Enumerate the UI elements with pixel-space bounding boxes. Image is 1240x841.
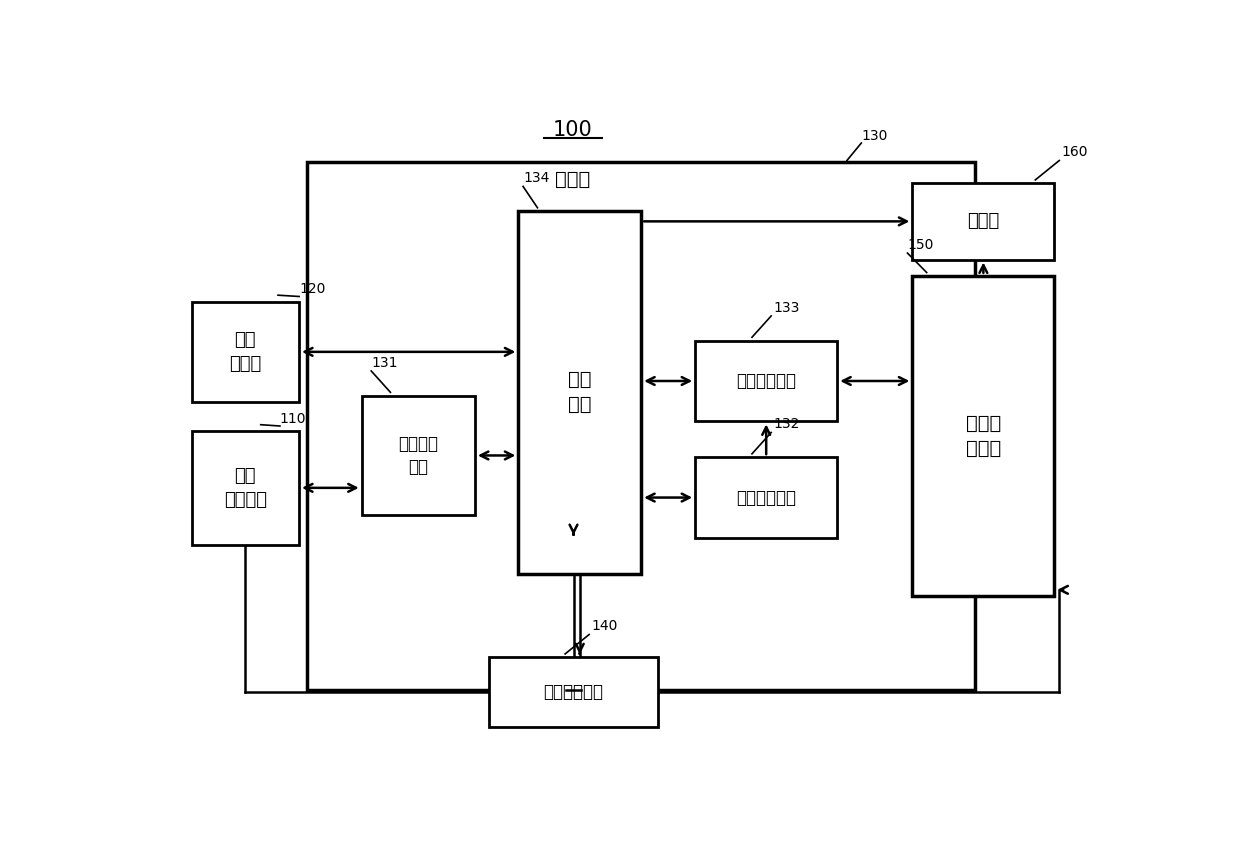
Text: 控制
模块: 控制 模块	[568, 370, 591, 415]
Bar	[518, 211, 641, 574]
Text: 160: 160	[1061, 145, 1087, 159]
Text: 电流注入
模块: 电流注入 模块	[398, 435, 438, 476]
Text: 控制器: 控制器	[556, 171, 590, 189]
Text: 132: 132	[773, 417, 800, 431]
Text: 呼吸
测量器: 呼吸 测量器	[229, 331, 262, 373]
Text: 130: 130	[862, 129, 888, 143]
Text: 肺活量计算器: 肺活量计算器	[543, 683, 604, 701]
Text: 133: 133	[773, 300, 800, 315]
Text: 131: 131	[371, 356, 398, 370]
Bar	[696, 458, 837, 538]
Text: 150: 150	[908, 238, 934, 251]
Text: 电压测量模块: 电压测量模块	[737, 489, 796, 506]
Text: 显示器: 显示器	[967, 213, 999, 230]
Text: 110: 110	[280, 412, 306, 426]
Bar	[913, 276, 1054, 596]
Bar	[362, 395, 475, 516]
Bar	[191, 302, 299, 402]
Text: 140: 140	[591, 619, 618, 633]
Bar	[306, 162, 975, 690]
Text: 120: 120	[299, 283, 326, 297]
Bar	[191, 431, 299, 544]
Text: 134: 134	[523, 171, 549, 185]
Text: 肺功能
诊断器: 肺功能 诊断器	[966, 414, 1001, 458]
Bar	[913, 183, 1054, 260]
Text: 胸部
电极元件: 胸部 电极元件	[224, 467, 267, 509]
Text: 图像生成模块: 图像生成模块	[737, 372, 796, 390]
Bar	[490, 657, 657, 727]
Bar	[696, 341, 837, 421]
Text: 100: 100	[553, 120, 593, 140]
